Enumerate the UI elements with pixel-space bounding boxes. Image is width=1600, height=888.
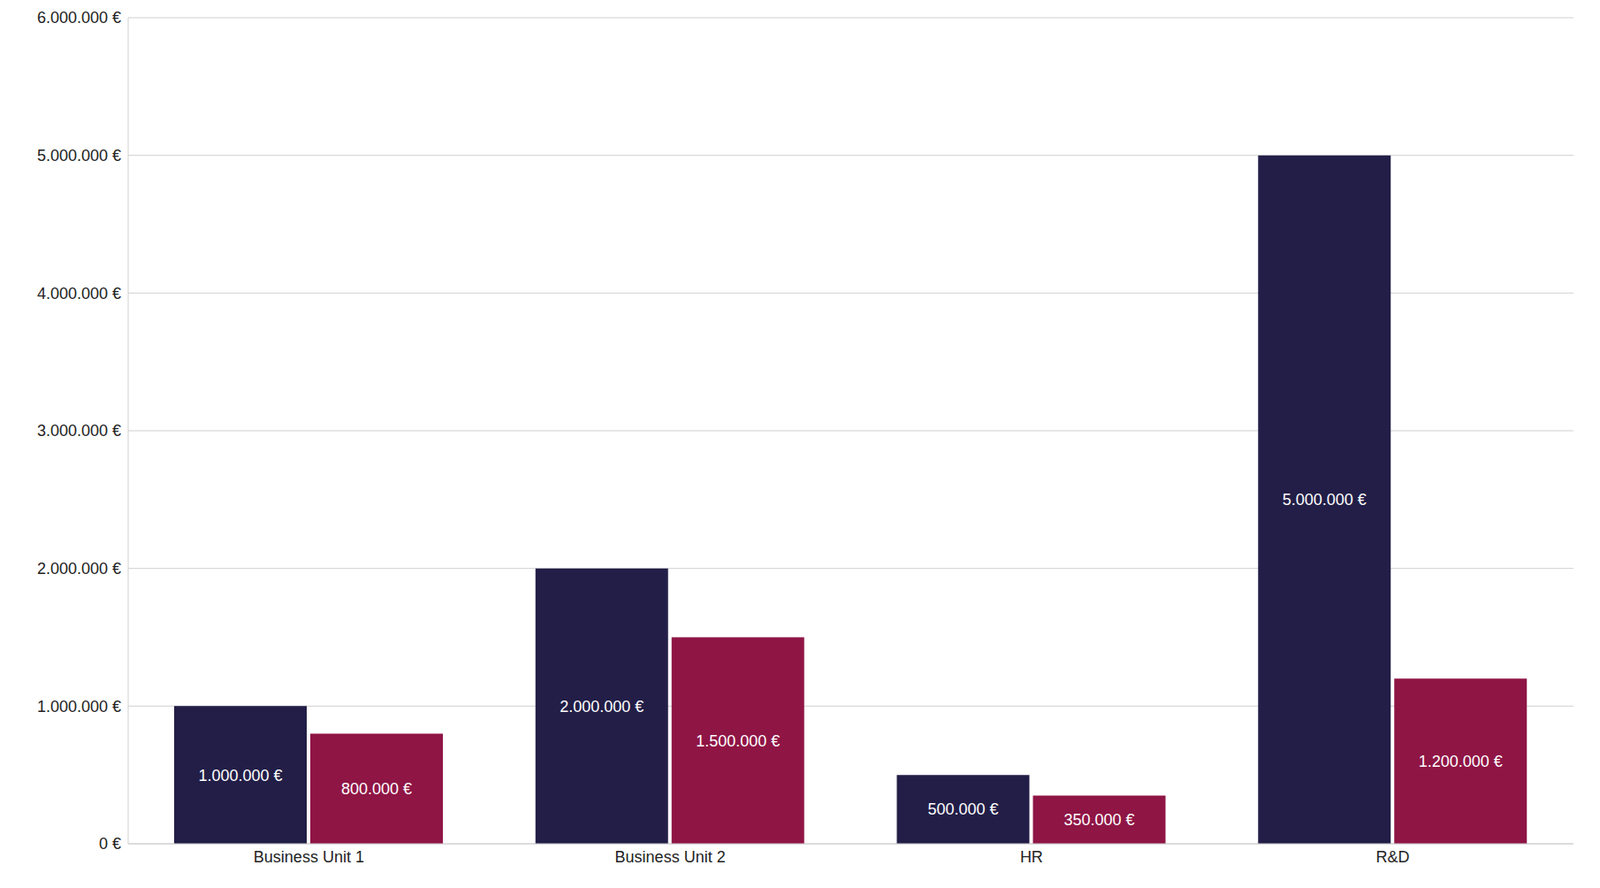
svg-text:6.000.000 €: 6.000.000 € xyxy=(37,8,122,27)
svg-text:3.000.000 €: 3.000.000 € xyxy=(37,421,122,440)
svg-text:350.000 €: 350.000 € xyxy=(1063,810,1135,829)
svg-text:1.500.000 €: 1.500.000 € xyxy=(695,731,780,750)
svg-text:1.200.000 €: 1.200.000 € xyxy=(1418,752,1503,770)
svg-text:Business Unit 1: Business Unit 1 xyxy=(253,847,365,866)
svg-text:0 €: 0 € xyxy=(99,834,122,853)
svg-text:R&D: R&D xyxy=(1376,847,1410,866)
svg-text:2.000.000 €: 2.000.000 € xyxy=(559,697,644,716)
svg-text:800.000 €: 800.000 € xyxy=(341,779,412,798)
svg-text:Business Unit 2: Business Unit 2 xyxy=(615,847,726,866)
svg-text:1.000.000 €: 1.000.000 € xyxy=(198,766,282,785)
svg-text:5.000.000 €: 5.000.000 € xyxy=(37,146,122,165)
svg-text:1.000.000 €: 1.000.000 € xyxy=(37,697,122,716)
svg-text:HR: HR xyxy=(1020,847,1044,866)
svg-text:5.000.000 €: 5.000.000 € xyxy=(1282,490,1367,509)
svg-text:2.000.000 €: 2.000.000 € xyxy=(37,559,122,578)
svg-text:500.000 €: 500.000 € xyxy=(927,800,999,818)
svg-text:4.000.000 €: 4.000.000 € xyxy=(37,284,122,303)
